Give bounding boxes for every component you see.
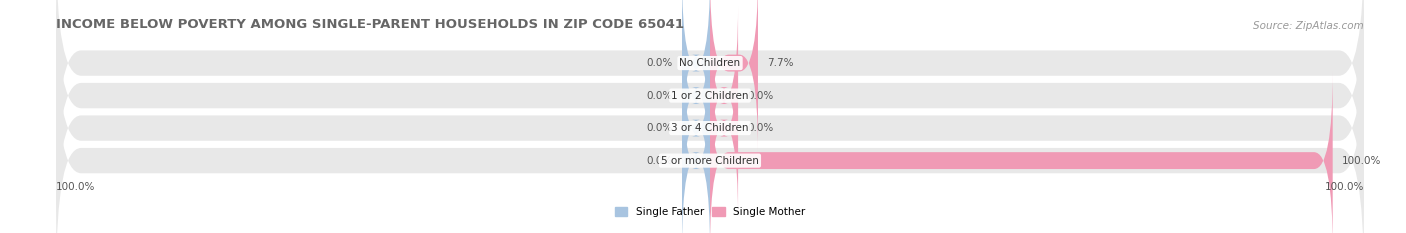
- Text: 0.0%: 0.0%: [647, 58, 672, 68]
- FancyBboxPatch shape: [710, 0, 758, 152]
- Text: 0.0%: 0.0%: [748, 91, 773, 101]
- FancyBboxPatch shape: [56, 11, 1364, 233]
- Text: 3 or 4 Children: 3 or 4 Children: [671, 123, 749, 133]
- Text: 0.0%: 0.0%: [647, 91, 672, 101]
- FancyBboxPatch shape: [710, 39, 738, 217]
- Text: Source: ZipAtlas.com: Source: ZipAtlas.com: [1253, 21, 1364, 31]
- Text: 0.0%: 0.0%: [647, 123, 672, 133]
- Text: 5 or more Children: 5 or more Children: [661, 156, 759, 166]
- FancyBboxPatch shape: [56, 0, 1364, 213]
- Text: INCOME BELOW POVERTY AMONG SINGLE-PARENT HOUSEHOLDS IN ZIP CODE 65041: INCOME BELOW POVERTY AMONG SINGLE-PARENT…: [56, 18, 685, 31]
- FancyBboxPatch shape: [710, 7, 738, 185]
- FancyBboxPatch shape: [56, 0, 1364, 180]
- FancyBboxPatch shape: [682, 39, 710, 217]
- FancyBboxPatch shape: [682, 72, 710, 233]
- FancyBboxPatch shape: [56, 43, 1364, 233]
- FancyBboxPatch shape: [682, 7, 710, 185]
- Text: 0.0%: 0.0%: [647, 156, 672, 166]
- FancyBboxPatch shape: [710, 72, 1333, 233]
- Text: 100.0%: 100.0%: [1324, 182, 1364, 192]
- Text: 100.0%: 100.0%: [56, 182, 96, 192]
- Legend: Single Father, Single Mother: Single Father, Single Mother: [610, 203, 810, 221]
- Text: 100.0%: 100.0%: [1343, 156, 1382, 166]
- Text: 0.0%: 0.0%: [748, 123, 773, 133]
- Text: No Children: No Children: [679, 58, 741, 68]
- Text: 1 or 2 Children: 1 or 2 Children: [671, 91, 749, 101]
- Text: 7.7%: 7.7%: [768, 58, 794, 68]
- FancyBboxPatch shape: [682, 0, 710, 152]
